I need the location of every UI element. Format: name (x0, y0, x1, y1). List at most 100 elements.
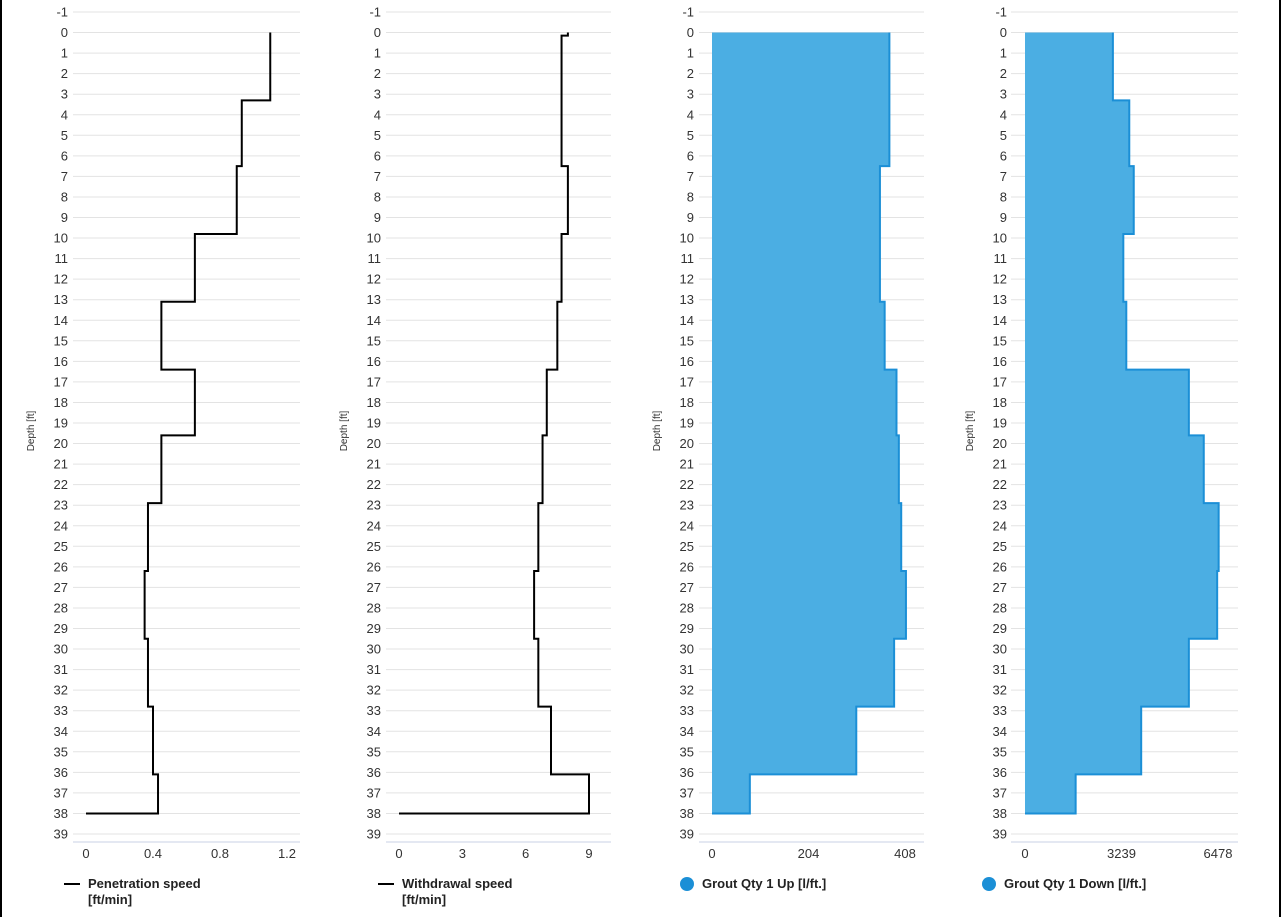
depth-tick-label: 19 (54, 416, 68, 431)
depth-tick-label: 22 (54, 477, 68, 492)
depth-tick-label: 9 (1000, 210, 1007, 225)
depth-tick-label: 27 (367, 580, 381, 595)
depth-tick-label: 6 (374, 148, 381, 163)
depth-tick-label: 23 (367, 498, 381, 513)
depth-tick-label: 3 (687, 87, 694, 102)
depth-tick-label: 2 (61, 66, 68, 81)
depth-tick-label: 16 (54, 354, 68, 369)
depth-tick-label: 16 (993, 354, 1007, 369)
depth-tick-label: 27 (993, 580, 1007, 595)
depth-tick-label: 29 (680, 621, 694, 636)
depth-tick-label: 11 (681, 251, 695, 266)
depth-tick-label: 10 (367, 231, 381, 246)
depth-tick-label: 23 (54, 498, 68, 513)
x-tick-label: 0 (82, 846, 89, 861)
legend-label: Penetration speed [ft/min] (88, 876, 201, 907)
depth-tick-label: 19 (993, 416, 1007, 431)
legend-label: Withdrawal speed [ft/min] (402, 876, 513, 907)
depth-tick-label: 39 (993, 827, 1007, 842)
x-tick-label: 0.8 (211, 846, 229, 861)
depth-tick-label: 38 (680, 806, 694, 821)
depth-tick-label: 3 (1000, 87, 1007, 102)
depth-tick-label: 8 (687, 189, 694, 204)
depth-tick-label: 29 (54, 621, 68, 636)
depth-tick-label: 1 (687, 46, 694, 61)
depth-tick-label: 37 (367, 785, 381, 800)
depth-tick-label: 4 (374, 107, 381, 122)
depth-tick-label: 21 (54, 457, 68, 472)
depth-tick-label: 6 (61, 148, 68, 163)
depth-tick-label: 34 (993, 724, 1007, 739)
depth-tick-label: 1 (374, 46, 381, 61)
depth-tick-label: 36 (367, 765, 381, 780)
depth-tick-label: 13 (367, 292, 381, 307)
depth-tick-label: 20 (367, 436, 381, 451)
legend-label: Grout Qty 1 Up [l/ft.] (702, 876, 827, 891)
depth-tick-label: -1 (682, 5, 694, 20)
depth-tick-label: 0 (1000, 25, 1007, 40)
depth-tick-label: 37 (993, 785, 1007, 800)
depth-tick-label: 15 (680, 333, 694, 348)
depth-tick-label: 4 (1000, 107, 1007, 122)
depth-tick-label: 39 (54, 827, 68, 842)
depth-tick-label: 31 (54, 662, 68, 677)
legend-item[interactable]: Penetration speed [ft/min] (64, 876, 201, 908)
depth-tick-label: 35 (54, 744, 68, 759)
depth-tick-label: 9 (687, 210, 694, 225)
depth-tick-label: 22 (680, 477, 694, 492)
depth-tick-label: 13 (993, 292, 1007, 307)
legend-item[interactable]: Grout Qty 1 Up [l/ft.] (680, 876, 826, 892)
depth-tick-label: 31 (367, 662, 381, 677)
area-fill (712, 32, 906, 814)
depth-tick-label: 21 (367, 457, 381, 472)
depth-tick-label: 33 (54, 703, 68, 718)
depth-tick-label: 5 (1000, 128, 1007, 143)
depth-tick-label: 8 (1000, 189, 1007, 204)
depth-tick-label: 23 (993, 498, 1007, 513)
x-tick-label: 6 (522, 846, 529, 861)
legend-label: Grout Qty 1 Down [l/ft.] (1004, 876, 1147, 891)
depth-tick-label: -1 (369, 5, 381, 20)
depth-tick-label: 36 (993, 765, 1007, 780)
depth-tick-label: 38 (54, 806, 68, 821)
depth-tick-label: 22 (367, 477, 381, 492)
depth-tick-label: 33 (993, 703, 1007, 718)
depth-tick-label: 31 (680, 662, 694, 677)
legend-dot-icon (680, 877, 694, 891)
depth-tick-label: 5 (61, 128, 68, 143)
depth-tick-label: 32 (367, 683, 381, 698)
depth-tick-label: 27 (54, 580, 68, 595)
depth-tick-label: 32 (993, 683, 1007, 698)
depth-tick-label: 7 (687, 169, 694, 184)
depth-tick-label: 32 (680, 683, 694, 698)
depth-tick-label: 18 (367, 395, 381, 410)
depth-tick-label: 24 (54, 518, 68, 533)
x-tick-label: 204 (798, 846, 820, 861)
depth-tick-label: 8 (61, 189, 68, 204)
depth-tick-label: 25 (993, 539, 1007, 554)
x-tick-label: 6478 (1204, 846, 1233, 861)
depth-tick-label: 35 (993, 744, 1007, 759)
legend-item[interactable]: Withdrawal speed [ft/min] (378, 876, 512, 908)
legend-item[interactable]: Grout Qty 1 Down [l/ft.] (982, 876, 1146, 892)
depth-tick-label: -1 (56, 5, 68, 20)
depth-tick-label: 20 (993, 436, 1007, 451)
depth-tick-label: 5 (687, 128, 694, 143)
depth-tick-label: 14 (680, 313, 694, 328)
depth-tick-label: 19 (680, 416, 694, 431)
depth-tick-label: 11 (994, 251, 1008, 266)
depth-tick-label: 12 (367, 272, 381, 287)
x-tick-label: 9 (585, 846, 592, 861)
depth-tick-label: 36 (54, 765, 68, 780)
depth-tick-label: 34 (367, 724, 381, 739)
depth-tick-label: 10 (54, 231, 68, 246)
depth-tick-label: 12 (680, 272, 694, 287)
depth-tick-label: 17 (993, 374, 1007, 389)
depth-tick-label: 3 (61, 87, 68, 102)
x-tick-label: 0 (395, 846, 402, 861)
x-tick-label: 3239 (1107, 846, 1136, 861)
depth-tick-label: 38 (993, 806, 1007, 821)
depth-tick-label: 27 (680, 580, 694, 595)
depth-tick-label: 28 (367, 600, 381, 615)
